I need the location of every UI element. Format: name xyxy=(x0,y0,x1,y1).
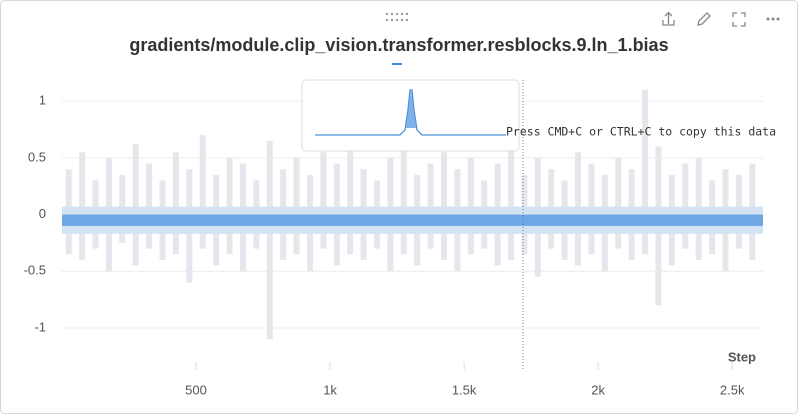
chart-title: gradients/module.clip_vision.transformer… xyxy=(129,35,668,55)
range-bar xyxy=(400,146,407,255)
tooltip-text: Press CMD+C or CTRL+C to copy this data xyxy=(506,125,776,139)
range-bar xyxy=(199,135,206,249)
range-bar xyxy=(508,140,515,260)
drag-handle[interactable] xyxy=(385,12,409,22)
range-bar xyxy=(132,144,139,266)
x-axis-label: Step xyxy=(728,349,756,364)
y-tick-label: -0.5 xyxy=(24,263,46,278)
plot-area: 1 0.5 0 -0.5 -1 500 1k 1.5k 2k 2.5k xyxy=(24,89,763,397)
range-bar xyxy=(320,152,327,249)
range-bar xyxy=(682,163,689,249)
x-tick-label: 2.5k xyxy=(720,382,745,397)
x-tick-label: 2k xyxy=(591,382,605,397)
range-bar xyxy=(226,157,233,255)
range-bar xyxy=(427,163,434,249)
range-bar xyxy=(146,163,153,249)
range-bar xyxy=(467,157,474,255)
range-bar xyxy=(440,152,447,260)
y-tick-label: 1 xyxy=(39,93,46,108)
tooltip: Press CMD+C or CTRL+C to copy this data xyxy=(301,79,776,152)
edit-icon[interactable] xyxy=(697,12,711,26)
share-icon[interactable] xyxy=(662,11,675,26)
range-bar xyxy=(642,89,649,255)
x-tick-label: 1.5k xyxy=(452,382,477,397)
range-bar xyxy=(347,135,354,255)
tooltip-spark-fill xyxy=(406,90,416,128)
x-tick-label: 1k xyxy=(323,382,337,397)
fullscreen-icon[interactable] xyxy=(732,12,746,27)
range-bar xyxy=(615,157,622,249)
range-bar xyxy=(79,152,86,260)
more-icon[interactable] xyxy=(766,17,780,21)
y-tick-label: 0 xyxy=(39,206,46,221)
y-tick-label: 0.5 xyxy=(28,149,46,164)
y-tick-label: -1 xyxy=(34,319,46,334)
title-underline xyxy=(392,63,402,65)
range-bar xyxy=(172,152,179,255)
x-tick-label: 500 xyxy=(185,382,207,397)
density-band xyxy=(62,214,763,226)
range-bar xyxy=(293,157,300,255)
range-bar xyxy=(266,140,273,340)
